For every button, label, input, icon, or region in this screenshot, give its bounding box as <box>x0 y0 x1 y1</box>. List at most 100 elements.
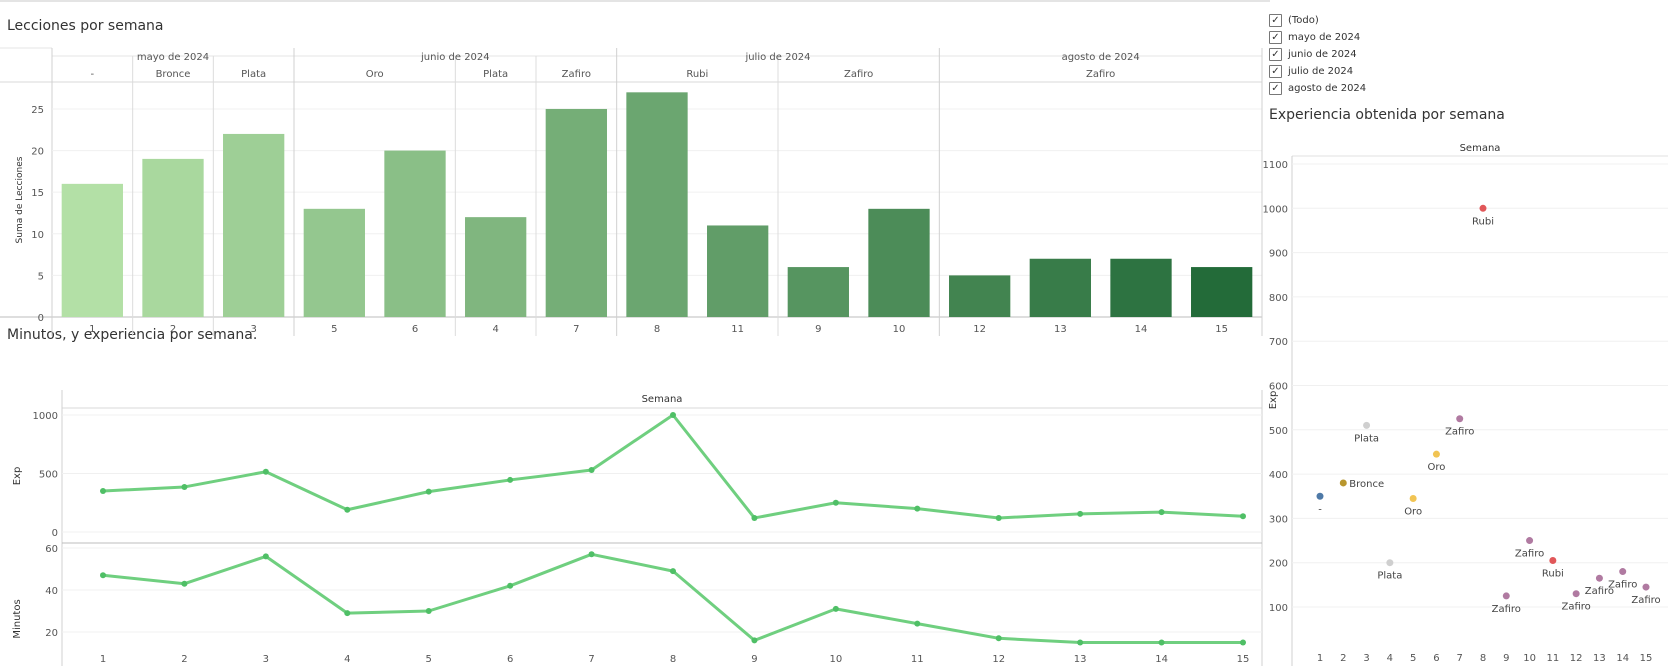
x-tick-label: 14 <box>1135 324 1148 335</box>
data-label: Zafiro <box>1561 602 1590 613</box>
x-tick-label: 12 <box>1570 653 1583 664</box>
data-label: Plata <box>1377 571 1402 582</box>
filter-item[interactable]: ✓ junio de 2024 <box>1269 46 1366 63</box>
data-point <box>670 568 676 575</box>
x-tick-label: 4 <box>492 324 498 335</box>
checkbox[interactable]: ✓ <box>1269 82 1282 95</box>
filter-item-label: junio de 2024 <box>1288 49 1357 60</box>
data-point <box>507 476 514 483</box>
x-tick-label: 10 <box>829 654 842 665</box>
data-point <box>100 488 106 495</box>
y-tick-label: 200 <box>1269 559 1288 570</box>
bar <box>626 92 688 317</box>
lecciones-title: Lecciones por semana <box>7 18 164 34</box>
bar <box>465 217 527 317</box>
panel-axis-label: Minutos <box>12 599 23 638</box>
data-point <box>1595 574 1603 582</box>
x-tick-label: 15 <box>1640 653 1653 664</box>
data-point <box>1642 583 1650 591</box>
x-tick-label: 11 <box>731 324 744 335</box>
x-tick-label: 8 <box>1480 653 1486 664</box>
y-tick-label: 20 <box>45 628 58 639</box>
data-point <box>181 483 188 490</box>
data-label: Zafiro <box>1515 549 1544 560</box>
bar <box>1029 258 1091 317</box>
data-point <box>1077 639 1084 646</box>
x-tick-label: 9 <box>1503 653 1509 664</box>
y-tick-label: 1000 <box>33 411 58 422</box>
x-tick-label: 5 <box>1410 653 1416 664</box>
month-label: agosto de 2024 <box>1062 52 1140 63</box>
bar <box>223 133 285 317</box>
data-point <box>1409 494 1417 502</box>
checkbox[interactable]: ✓ <box>1269 31 1282 44</box>
y-tick-label: 400 <box>1269 470 1288 481</box>
y-tick-label: 900 <box>1269 249 1288 260</box>
data-point <box>1479 204 1487 212</box>
x-tick-label: 5 <box>426 654 432 665</box>
x-tick-label: 6 <box>507 654 513 665</box>
filter-item[interactable]: ✓ julio de 2024 <box>1269 63 1366 80</box>
x-tick-label: 3 <box>1363 653 1369 664</box>
bar <box>868 208 930 317</box>
data-point <box>1363 421 1371 429</box>
bar <box>303 208 365 317</box>
y-axis-label: Exp <box>1268 391 1279 410</box>
x-tick-label: 3 <box>250 324 256 335</box>
group-label: Zafiro <box>1086 69 1115 80</box>
x-tick-label: 6 <box>1433 653 1439 664</box>
x-tick-label: 15 <box>1237 654 1250 665</box>
x-tick-label: 12 <box>992 654 1005 665</box>
bar <box>787 267 849 317</box>
data-point <box>1316 492 1324 500</box>
x-tick-label: 14 <box>1616 653 1629 664</box>
y-tick-label: 500 <box>1269 426 1288 437</box>
data-point <box>751 514 758 521</box>
data-label: Zafiro <box>1445 427 1474 438</box>
month-label: junio de 2024 <box>420 52 490 63</box>
filter-item[interactable]: ✓ (Todo) <box>1269 12 1366 29</box>
minutos-exp-title: Minutos, y experiencia por semana. <box>7 327 258 343</box>
x-tick-label: 10 <box>893 324 906 335</box>
data-point <box>914 505 921 512</box>
data-point <box>425 608 432 614</box>
data-point <box>1386 559 1394 567</box>
data-point <box>670 412 676 418</box>
data-label: Zafiro <box>1492 604 1521 615</box>
data-point <box>832 499 839 506</box>
y-tick-label: 100 <box>1269 603 1288 614</box>
x-tick-label: 13 <box>1074 654 1087 665</box>
x-tick-label: 1 <box>100 654 106 665</box>
x-tick-label: 15 <box>1215 324 1228 335</box>
filter-item[interactable]: ✓ agosto de 2024 <box>1269 80 1366 97</box>
group-label: Oro <box>366 69 384 80</box>
bar <box>1191 267 1253 317</box>
x-tick-label: 14 <box>1155 654 1168 665</box>
y-tick-label: 600 <box>1269 382 1288 393</box>
group-label: Bronce <box>156 69 191 80</box>
x-tick-label: 7 <box>588 654 594 665</box>
filter-item[interactable]: ✓ mayo de 2024 <box>1269 29 1366 46</box>
group-label: - <box>91 69 95 80</box>
y-tick-label: 1100 <box>1263 160 1288 171</box>
checkbox[interactable]: ✓ <box>1269 48 1282 61</box>
data-point <box>1240 639 1246 646</box>
bar <box>545 108 607 317</box>
x-tick-label: 3 <box>263 654 269 665</box>
y-tick-label: 60 <box>45 544 58 555</box>
data-point <box>1456 415 1464 423</box>
data-point <box>507 582 514 589</box>
x-tick-label: 11 <box>911 654 924 665</box>
data-point <box>1549 556 1557 564</box>
checkbox[interactable]: ✓ <box>1269 65 1282 78</box>
x-tick-label: 5 <box>331 324 337 335</box>
checkbox[interactable]: ✓ <box>1269 14 1282 27</box>
x-tick-label: 8 <box>670 654 676 665</box>
data-point <box>1502 592 1510 600</box>
x-tick-label: 13 <box>1054 324 1067 335</box>
group-label: Zafiro <box>562 69 591 80</box>
y-tick-label: 10 <box>31 230 44 241</box>
